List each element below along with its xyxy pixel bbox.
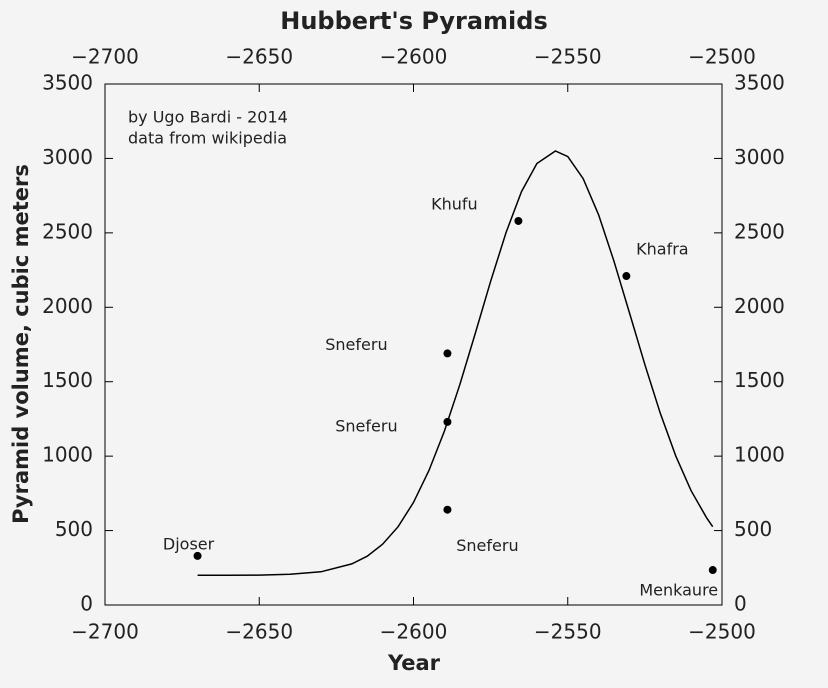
data-point: [622, 272, 631, 281]
data-point: [443, 417, 452, 426]
point-label: Sneferu: [325, 335, 387, 354]
x-tick-label: −2650: [225, 620, 293, 644]
x-tick-label: −2500: [688, 620, 756, 644]
y-tick-label-right: 2000: [734, 294, 785, 318]
y-tick-label: 2000: [42, 294, 93, 318]
x-tick-label-top: −2500: [688, 45, 756, 69]
y-axis-label: Pyramid volume, cubic meters: [9, 164, 33, 524]
point-label: Menkaure: [639, 581, 718, 600]
y-tick-label: 1000: [42, 443, 93, 467]
point-label: Khufu: [431, 194, 478, 213]
x-tick-label: −2550: [534, 620, 602, 644]
y-tick-label-right: 2500: [734, 219, 785, 243]
x-axis-label: Year: [387, 651, 441, 675]
x-tick-label-top: −2650: [225, 45, 293, 69]
data-point: [443, 349, 452, 358]
x-tick-label-top: −2600: [380, 45, 448, 69]
point-label: Sneferu: [335, 416, 397, 435]
fit-curve: [197, 150, 714, 576]
y-tick-label-right: 1500: [734, 368, 785, 392]
y-tick-label: 3500: [42, 71, 93, 95]
y-tick-label: 1500: [42, 368, 93, 392]
data-point: [193, 551, 202, 560]
data-point: [514, 216, 523, 225]
point-label: Sneferu: [456, 536, 518, 555]
annotation: data from wikipedia: [128, 129, 287, 148]
point-label: Djoser: [163, 534, 215, 553]
data-point: [708, 566, 717, 575]
y-tick-label: 0: [80, 592, 93, 616]
x-tick-label-top: −2700: [71, 45, 139, 69]
y-tick-label: 3000: [42, 145, 93, 169]
y-tick-label-right: 0: [734, 592, 747, 616]
y-tick-label: 2500: [42, 219, 93, 243]
annotation: by Ugo Bardi - 2014: [128, 108, 288, 127]
y-tick-label-right: 3500: [734, 71, 785, 95]
x-tick-label: −2700: [71, 620, 139, 644]
y-tick-label-right: 500: [734, 517, 772, 541]
x-tick-label: −2600: [380, 620, 448, 644]
y-tick-label-right: 1000: [734, 443, 785, 467]
y-tick-label: 500: [55, 517, 93, 541]
x-tick-label-top: −2550: [534, 45, 602, 69]
point-label: Khafra: [636, 240, 688, 259]
data-point: [443, 505, 452, 514]
chart-title: Hubbert's Pyramids: [280, 7, 548, 35]
y-tick-label-right: 3000: [734, 145, 785, 169]
